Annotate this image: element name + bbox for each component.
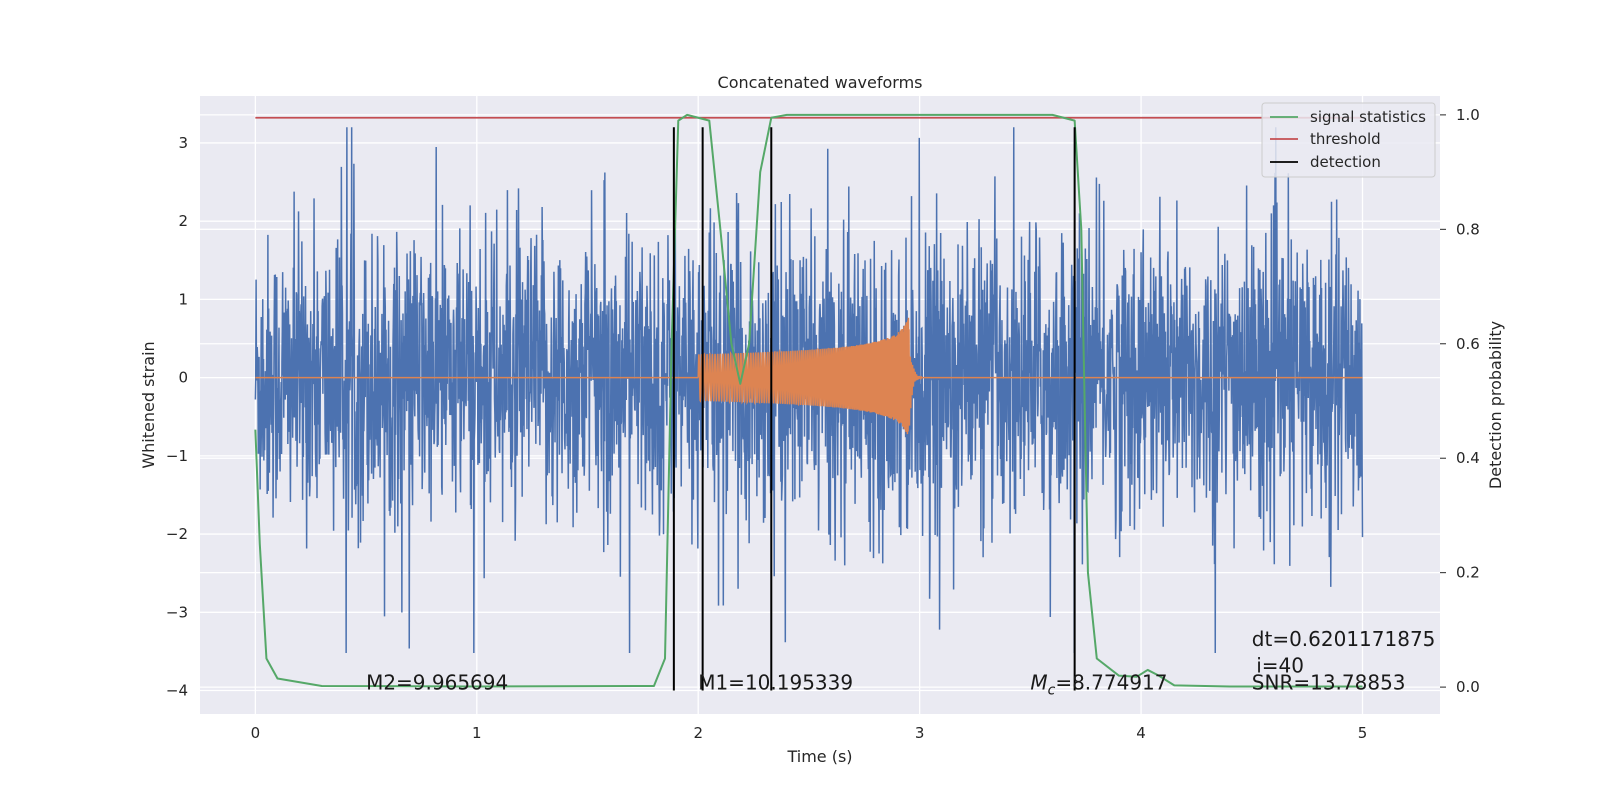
annotation-text: i=40 (1256, 653, 1304, 677)
legend-label-threshold: threshold (1310, 130, 1381, 148)
y-tick-label: 2 (178, 212, 188, 230)
x-tick-label: 3 (915, 724, 925, 742)
x-tick-label: 0 (251, 724, 261, 742)
legend-label-signal-statistics: signal statistics (1310, 108, 1426, 126)
y-right-tick-label: 0.4 (1456, 449, 1480, 467)
signal-statistics-line (254, 113, 1363, 688)
x-tick-label: 5 (1358, 724, 1368, 742)
x-tick-label: 1 (472, 724, 482, 742)
legend-label-detection: detection (1310, 153, 1381, 171)
annotation-text: Mc=8.774917 (1030, 671, 1167, 699)
x-tick-labels: 0 1 2 3 4 5 (251, 724, 1368, 742)
annotations: M2=9.965694 M1=10.195339 Mc=8.774917 SNR=13… (366, 627, 1435, 699)
annotation-text: M2=9.965694 (366, 671, 508, 695)
y-tick-label: 0 (178, 369, 188, 387)
x-tick-label: 2 (693, 724, 703, 742)
y-tick-label: 3 (178, 134, 188, 152)
y-right-axis-label: Detection probability (1486, 321, 1505, 489)
legend: signal statistics threshold detection (1261, 102, 1436, 178)
y-right-tick-label: 1.0 (1456, 106, 1480, 124)
x-tick-label: 4 (1136, 724, 1146, 742)
y-tick-label: −3 (166, 603, 188, 621)
annotation-text: dt=0.6201171875 (1252, 627, 1436, 651)
y-tick-label: −4 (166, 682, 188, 700)
y-right-tick-labels: 0.0 0.2 0.4 0.6 0.8 1.0 (1440, 106, 1480, 696)
y-axis-label: Whitened strain (139, 341, 158, 468)
legend-box (1261, 102, 1436, 178)
noise-series (254, 127, 1364, 653)
y-tick-label: 1 (178, 290, 188, 308)
noise-trace (254, 127, 1364, 653)
chart-title: Concatenated waveforms (718, 73, 923, 92)
y-right-tick-label: 0.8 (1456, 220, 1480, 238)
signal-statistics-series (254, 113, 1363, 688)
y-tick-label: −1 (166, 447, 188, 465)
y-right-tick-label: 0.6 (1456, 335, 1480, 353)
y-right-tick-label: 0.0 (1456, 678, 1480, 696)
y-right-tick-label: 0.2 (1456, 564, 1480, 582)
annotation-text: SNR=13.78853 (1252, 671, 1406, 695)
chirp-trace (255, 317, 1363, 435)
detection-lines (672, 127, 1076, 691)
x-axis-label: Time (s) (786, 747, 852, 766)
annotation-text: M1=10.195339 (698, 671, 853, 695)
y-tick-labels: −4 −3 −2 −1 0 1 2 3 (166, 134, 188, 700)
chirp-series (255, 317, 1363, 435)
y-tick-label: −2 (166, 525, 188, 543)
